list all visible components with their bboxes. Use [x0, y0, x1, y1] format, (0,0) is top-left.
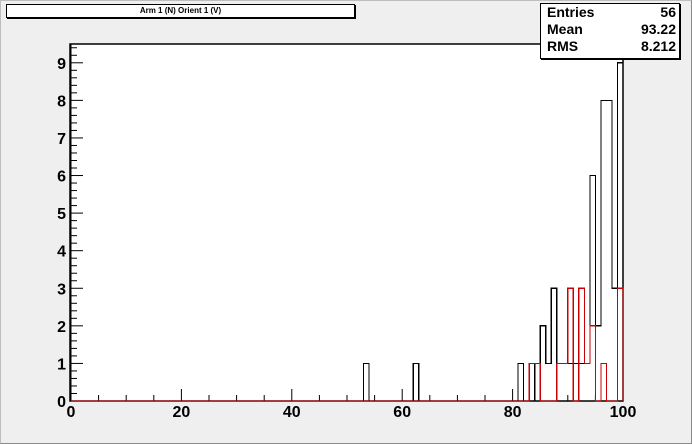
x-tick-label: 20 — [173, 404, 191, 421]
y-tick-label: 6 — [57, 169, 66, 186]
stats-box: Entries 56 Mean 93.22 RMS 8.212 — [540, 3, 680, 59]
y-tick-label: 5 — [57, 206, 66, 223]
stat-row-rms: RMS 8.212 — [541, 38, 679, 55]
x-tick-label: 60 — [393, 404, 411, 421]
stat-row-mean: Mean 93.22 — [541, 21, 679, 38]
stat-label: Mean — [547, 21, 583, 37]
y-tick-label: 9 — [57, 56, 66, 73]
histogram-series-1 — [71, 287, 624, 402]
stat-label: RMS — [547, 38, 579, 54]
y-tick-label: 0 — [57, 394, 66, 411]
stat-value: 93.22 — [640, 21, 676, 37]
x-tick-label: 40 — [283, 404, 301, 421]
y-tick-label: 2 — [57, 319, 66, 336]
title-box: Arm 1 (N) Orient 1 (V) — [6, 4, 355, 18]
x-tick-label: 0 — [67, 404, 76, 421]
y-tick-label: 3 — [57, 281, 66, 298]
series-group — [71, 62, 624, 402]
stat-label: Entries — [547, 4, 595, 20]
y-tick-label: 4 — [57, 244, 66, 261]
y-tick-label: 8 — [57, 93, 66, 110]
y-tick-label: 7 — [57, 131, 66, 148]
stat-row-entries: Entries 56 — [541, 4, 679, 21]
stat-value: 8.212 — [640, 38, 676, 54]
plot-frame — [69, 43, 624, 402]
title-text: Arm 1 (N) Orient 1 (V) — [139, 6, 222, 15]
x-tick-label: 100 — [610, 404, 637, 421]
stat-value: 56 — [660, 4, 676, 20]
x-tick-label: 80 — [504, 404, 522, 421]
y-tick-label: 1 — [57, 356, 66, 373]
